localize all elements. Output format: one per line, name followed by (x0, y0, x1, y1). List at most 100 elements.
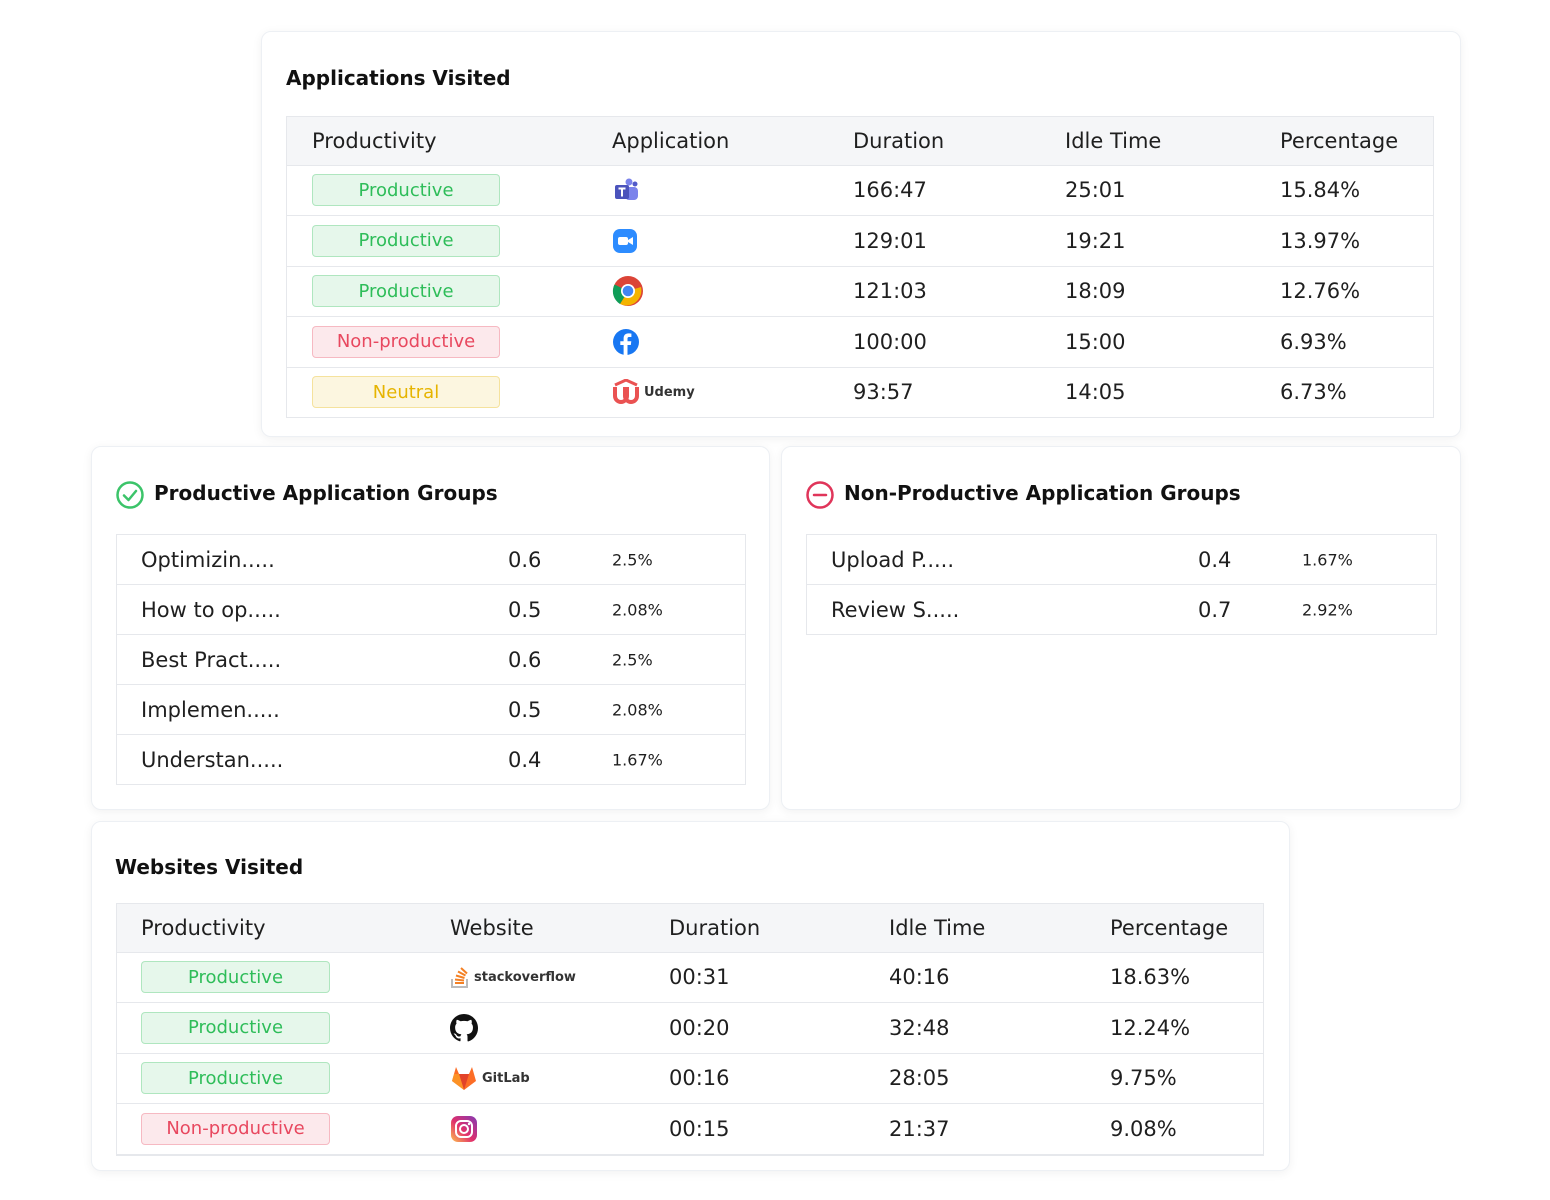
table-header: Productivity Application Duration Idle Time… (287, 117, 1433, 166)
productivity-badge: Non-productive (312, 325, 500, 358)
table-header: Productivity Website Duration Idle Time Perc… (117, 904, 1263, 953)
logo (612, 176, 640, 204)
idle-time: 18:09 (1065, 279, 1126, 303)
column-header: Productivity (141, 916, 266, 940)
column-header: Duration (853, 129, 945, 153)
duration: 00:20 (669, 1015, 730, 1040)
productivity-badge: Productive (141, 961, 330, 993)
idle-time: 14:05 (1065, 380, 1126, 404)
logo (612, 228, 638, 254)
group-value: 0.5 (508, 697, 542, 722)
logo (450, 1013, 478, 1042)
table-row: Upload P..... 0.4 1.67% (807, 535, 1436, 585)
table-row: Productive stackoverflow 00:31 40:16 18.63% (117, 952, 1263, 1003)
group-name: Implemen..... (141, 697, 280, 722)
group-percentage: 2.08% (612, 700, 663, 719)
group-percentage: 2.08% (612, 600, 663, 619)
table-row: Productive 129:01 19:21 13.97% (287, 216, 1433, 267)
logo (450, 1115, 478, 1143)
group-value: 0.6 (508, 547, 542, 572)
logo (612, 275, 644, 307)
table-row: Review S..... 0.7 2.92% (807, 585, 1436, 635)
percentage: 9.75% (1110, 1066, 1177, 1090)
column-header: Productivity (312, 129, 437, 153)
group-value: 0.4 (1198, 547, 1232, 572)
productivity-badge: Neutral (312, 376, 500, 408)
card-title: Websites Visited (115, 855, 304, 879)
idle-time: 21:37 (889, 1116, 950, 1141)
productivity-badge: Productive (312, 275, 500, 307)
productive-groups-table: Optimizin..... 0.6 2.5% How to op..... 0.5 2.… (116, 534, 746, 785)
duration: 166:47 (853, 178, 927, 202)
table-row: Best Pract..... 0.6 2.5% (117, 635, 745, 685)
group-name: Optimizin..... (141, 547, 275, 572)
idle-time: 25:01 (1065, 178, 1126, 202)
idle-time: 32:48 (889, 1015, 950, 1040)
websites-table: Productivity Website Duration Idle Time Perc… (116, 903, 1264, 1156)
column-header: Percentage (1280, 129, 1399, 153)
group-value: 0.7 (1198, 597, 1232, 622)
table-row: Non-productive 100:00 15:00 6.93% (287, 317, 1433, 368)
table-row: Neutral Udemy 93:57 14:05 6.73% (287, 367, 1433, 418)
group-percentage: 1.67% (612, 750, 663, 769)
column-header: Idle Time (889, 916, 986, 940)
non-productive-groups-card: Non-Productive Application Groups Upload… (781, 446, 1461, 810)
idle-time: 19:21 (1065, 228, 1126, 253)
percentage: 6.73% (1280, 380, 1347, 404)
card-title: Productive Application Groups (154, 481, 498, 505)
applications-table: Productivity Application Duration Idle Time… (286, 116, 1434, 418)
group-name: Review S..... (831, 597, 960, 622)
column-header: Percentage (1110, 916, 1229, 940)
table-row: Productive 00:20 32:48 12.24% (117, 1003, 1263, 1054)
duration: 100:00 (853, 329, 927, 354)
group-name: Best Pract..... (141, 647, 282, 672)
logo (612, 328, 640, 356)
logo-text: GitLab (482, 1070, 530, 1086)
group-percentage: 2.92% (1302, 600, 1353, 619)
table-row: Non-productive 00:15 21:37 9.08% (117, 1104, 1263, 1155)
column-header: Duration (669, 916, 761, 940)
percentage: 9.08% (1110, 1116, 1177, 1141)
logo-text: Udemy (644, 384, 695, 400)
percentage: 15.84% (1280, 178, 1361, 202)
percentage: 18.63% (1110, 965, 1191, 989)
group-value: 0.4 (508, 747, 542, 772)
idle-time: 28:05 (889, 1066, 950, 1090)
card-title: Non-Productive Application Groups (844, 481, 1241, 505)
duration: 93:57 (853, 380, 914, 404)
group-value: 0.5 (508, 597, 542, 622)
duration: 00:15 (669, 1116, 730, 1141)
card-title: Applications Visited (286, 66, 511, 90)
table-row: Productive GitLab 00:16 28:05 9.75% (117, 1053, 1263, 1104)
table-row: How to op..... 0.5 2.08% (117, 585, 745, 635)
group-name: Understan..... (141, 747, 284, 772)
minus-icon (806, 481, 834, 509)
percentage: 12.76% (1280, 279, 1361, 303)
applications-card: Applications Visited Productivity Applica… (261, 31, 1461, 437)
non-productive-groups-table: Upload P..... 0.4 1.67% Review S..... 0.7 2.9… (806, 534, 1437, 635)
column-header: Idle Time (1065, 129, 1162, 153)
duration: 00:31 (669, 965, 730, 989)
duration: 129:01 (853, 228, 927, 253)
table-row: Productive 121:03 18:09 12.76% (287, 266, 1433, 317)
column-header: Website (450, 916, 534, 940)
group-percentage: 1.67% (1302, 550, 1353, 569)
duration: 121:03 (853, 279, 927, 303)
percentage: 13.97% (1280, 228, 1361, 253)
idle-time: 15:00 (1065, 329, 1126, 354)
check-icon (116, 481, 144, 509)
idle-time: 40:16 (889, 965, 950, 989)
logo: GitLab (450, 1065, 530, 1091)
percentage: 12.24% (1110, 1015, 1191, 1040)
logo: Udemy (612, 379, 695, 405)
table-row: Understan..... 0.4 1.67% (117, 735, 745, 785)
group-value: 0.6 (508, 647, 542, 672)
table-row: Productive 166:47 25:01 15.84% (287, 165, 1433, 216)
table-row: Optimizin..... 0.6 2.5% (117, 535, 745, 585)
productivity-badge: Productive (141, 1062, 330, 1094)
productivity-badge: Productive (141, 1011, 330, 1044)
table-row: Implemen..... 0.5 2.08% (117, 685, 745, 735)
logo-text: stackoverflow (474, 969, 576, 985)
logo: stackoverflow (450, 965, 576, 989)
